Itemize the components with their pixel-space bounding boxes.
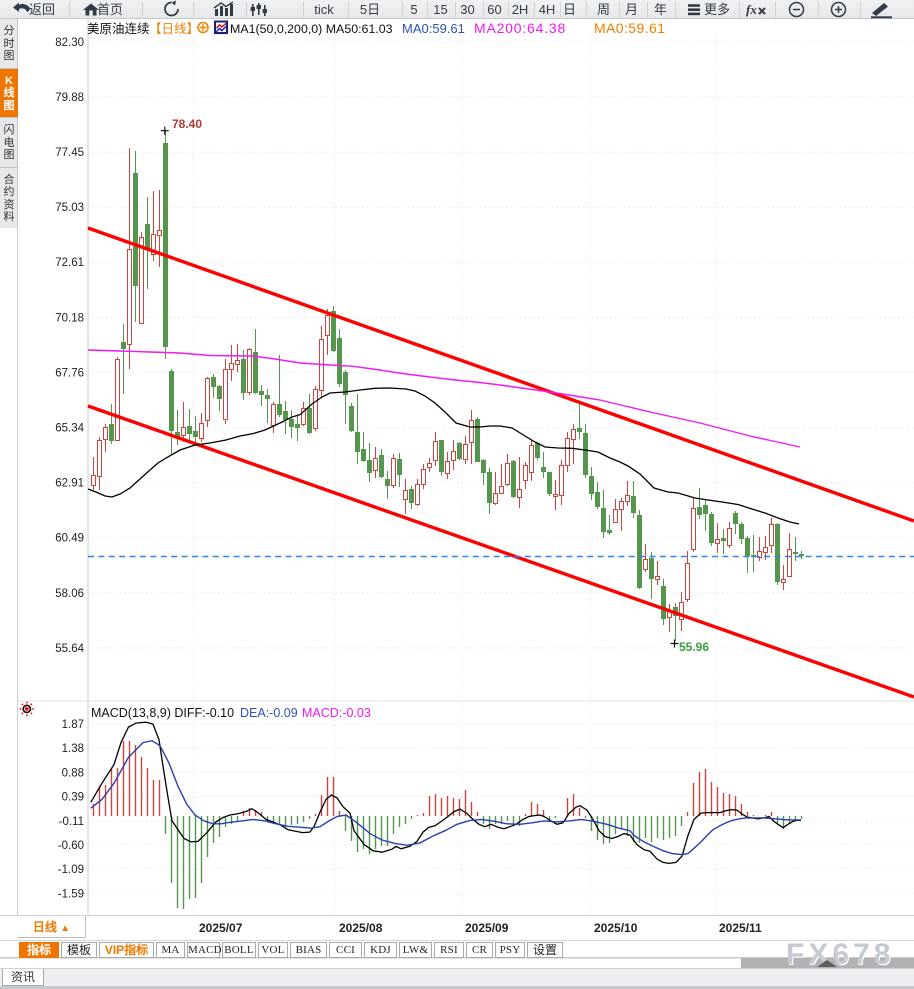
svg-text:55.96: 55.96 bbox=[679, 640, 709, 654]
svg-text:MA0:59.61: MA0:59.61 bbox=[402, 21, 465, 36]
svg-text:MA200:64.38: MA200:64.38 bbox=[474, 20, 566, 36]
svg-text:-1.09: -1.09 bbox=[58, 864, 84, 876]
svg-text:【日线】: 【日线】 bbox=[149, 22, 199, 36]
svg-text:-0.11: -0.11 bbox=[59, 816, 84, 828]
svg-text:65.34: 65.34 bbox=[55, 422, 84, 434]
svg-text:58.06: 58.06 bbox=[55, 588, 84, 600]
svg-text:1.38: 1.38 bbox=[62, 743, 84, 755]
svg-text:美原油连续: 美原油连续 bbox=[87, 21, 150, 36]
svg-text:MACD:-0.03: MACD:-0.03 bbox=[302, 706, 371, 720]
svg-text:MACD(13,8,9) DIFF:-0.10: MACD(13,8,9) DIFF:-0.10 bbox=[91, 706, 234, 720]
svg-text:60.49: 60.49 bbox=[55, 533, 84, 545]
svg-text:77.45: 77.45 bbox=[55, 147, 84, 159]
svg-text:82.30: 82.30 bbox=[55, 37, 84, 49]
svg-text:0.39: 0.39 bbox=[62, 791, 84, 803]
svg-text:DEA:-0.09: DEA:-0.09 bbox=[240, 706, 298, 720]
svg-text:0.88: 0.88 bbox=[62, 768, 84, 780]
svg-text:78.40: 78.40 bbox=[172, 117, 202, 131]
svg-text:MA0:59.61: MA0:59.61 bbox=[594, 20, 665, 36]
svg-text:MA1(50,0,200,0) MA50:61.03: MA1(50,0,200,0) MA50:61.03 bbox=[230, 22, 393, 36]
svg-text:72.61: 72.61 bbox=[55, 257, 84, 269]
svg-text:67.76: 67.76 bbox=[55, 368, 84, 380]
svg-text:62.91: 62.91 bbox=[55, 478, 84, 490]
svg-text:1.87: 1.87 bbox=[62, 719, 84, 731]
svg-text:55.64: 55.64 bbox=[55, 643, 84, 655]
svg-text:-0.60: -0.60 bbox=[58, 840, 84, 852]
svg-text:75.03: 75.03 bbox=[55, 202, 84, 214]
svg-text:79.88: 79.88 bbox=[55, 92, 84, 104]
svg-text:-1.59: -1.59 bbox=[58, 888, 84, 900]
svg-text:70.18: 70.18 bbox=[55, 313, 84, 325]
svg-text:fx: fx bbox=[746, 2, 757, 17]
